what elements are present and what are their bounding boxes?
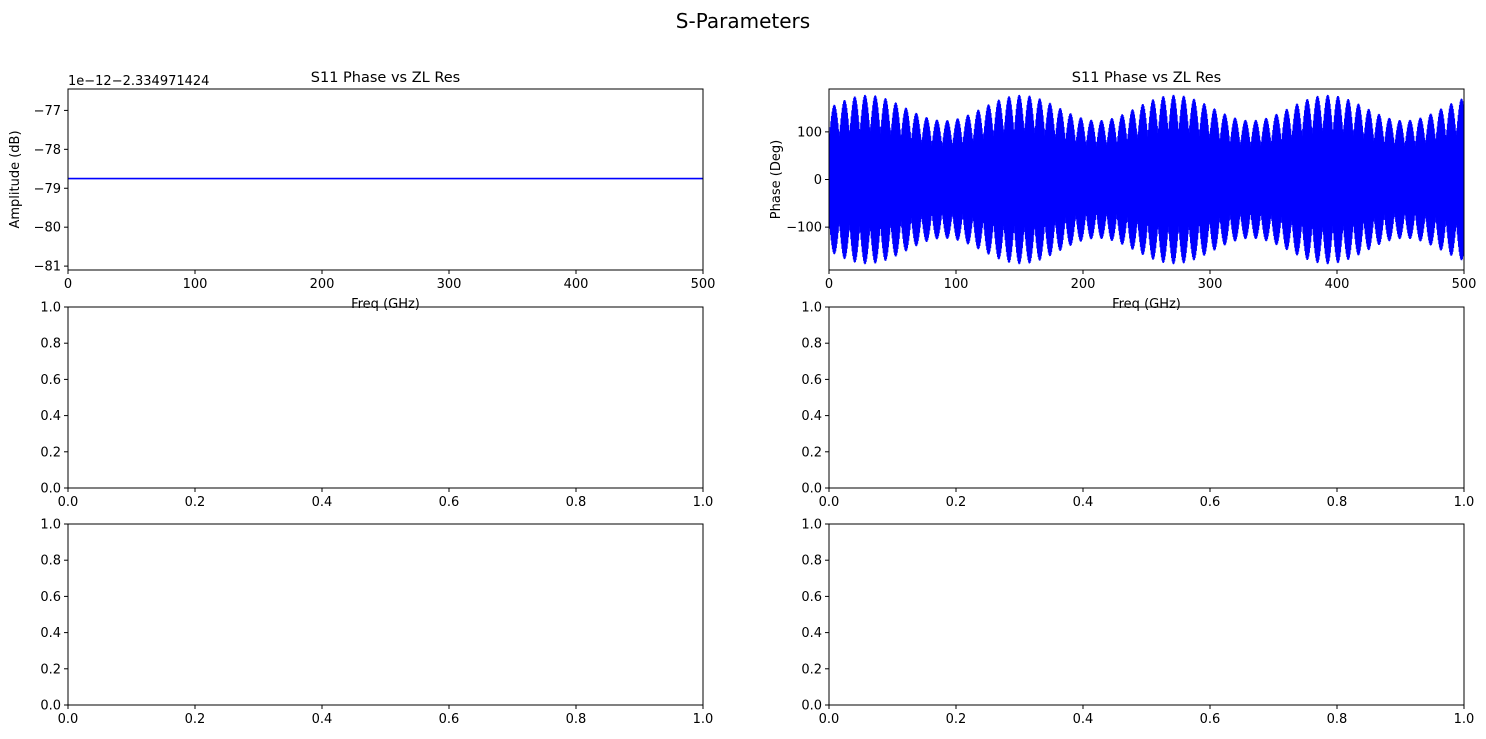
x-tick-label: 0.0 — [58, 495, 79, 510]
y-tick-label: 1.0 — [40, 301, 61, 316]
x-tick-label: 400 — [1325, 277, 1350, 292]
x-tick-label: 500 — [691, 277, 716, 292]
axes-frame — [67, 306, 704, 489]
y-tick-label: 0.0 — [40, 482, 61, 497]
subplot-3: 0.0 0.2 0.4 0.6 0.8 1.0 0.0 0.2 0.4 0.6 0.8 1.0 — [40, 301, 713, 511]
x-tick-label: 200 — [1071, 277, 1096, 292]
x-tick-label: 0.6 — [1200, 495, 1221, 510]
y-tick-label: 0.4 — [40, 409, 61, 424]
x-tick-label: 0.8 — [566, 495, 587, 510]
subplot-5: 0.0 0.2 0.4 0.6 0.8 1.0 0.0 0.2 0.4 0.6 0.8 1.0 — [40, 518, 713, 728]
x-tick-label: 0.6 — [439, 712, 460, 727]
y-tick-label: 0.4 — [801, 409, 822, 424]
y-tick-label: 1.0 — [801, 301, 822, 316]
x-tick-label: 0.2 — [185, 712, 206, 727]
x-tick-label: 0 — [64, 277, 72, 292]
x-tick-label: 1.0 — [693, 712, 714, 727]
x-tick-label: 200 — [310, 277, 335, 292]
axes-frame — [67, 523, 704, 706]
axis-offset-text: 1e−12−2.334971424 — [68, 74, 209, 89]
x-tick-label: 0.2 — [946, 495, 967, 510]
y-tick-label: 0.2 — [40, 445, 61, 460]
subplot-title: S11 Phase vs ZL Res — [311, 70, 460, 86]
y-tick-label: 0.6 — [40, 373, 61, 388]
y-tick-label: 0.0 — [801, 699, 822, 714]
x-tick-label: 0.2 — [946, 712, 967, 727]
y-tick-label: 0.8 — [801, 337, 822, 352]
y-tick-label: −81 — [34, 260, 61, 275]
y-tick-label: −80 — [34, 221, 61, 236]
x-tick-label: 400 — [564, 277, 589, 292]
y-tick-label: 0.2 — [40, 662, 61, 677]
subplot-6: 0.0 0.2 0.4 0.6 0.8 1.0 0.0 0.2 0.4 0.6 0.8 1.0 — [801, 518, 1474, 728]
subplot-1: 0 100 200 300 400 500 −81 −80 −79 −78 −77 S11 Phase… — [8, 70, 715, 312]
x-tick-label: 300 — [437, 277, 462, 292]
y-tick-label: −77 — [34, 104, 61, 119]
y-tick-label: 0.4 — [40, 626, 61, 641]
y-tick-label: 0.0 — [40, 699, 61, 714]
y-tick-label: −100 — [786, 221, 822, 236]
x-tick-label: 0.4 — [312, 495, 333, 510]
x-tick-label: 0.2 — [185, 495, 206, 510]
x-tick-label: 0.8 — [1327, 495, 1348, 510]
x-tick-label: 100 — [944, 277, 969, 292]
y-tick-label: 0.6 — [40, 590, 61, 605]
subplots: 0 100 200 300 400 500 −81 −80 −79 −78 −77 S11 Phase… — [8, 70, 1476, 727]
x-tick-label: 1.0 — [1454, 712, 1475, 727]
x-tick-label: 300 — [1198, 277, 1223, 292]
y-tick-label: 0.2 — [801, 445, 822, 460]
y-tick-label: 0.4 — [801, 626, 822, 641]
plot-area — [829, 94, 1464, 265]
y-tick-label: 0 — [814, 173, 822, 188]
y-axis-label: Phase (Deg) — [769, 140, 784, 219]
y-tick-label: 0.6 — [801, 590, 822, 605]
y-tick-label: 0.0 — [801, 482, 822, 497]
subplot-4: 0.0 0.2 0.4 0.6 0.8 1.0 0.0 0.2 0.4 0.6 0.8 1.0 — [801, 301, 1474, 511]
y-tick-label: 0.6 — [801, 373, 822, 388]
x-tick-label: 0.6 — [1200, 712, 1221, 727]
x-tick-label: 0.4 — [1073, 495, 1094, 510]
x-tick-label: 0.4 — [312, 712, 333, 727]
x-tick-label: 0.8 — [1327, 712, 1348, 727]
x-tick-label: 0.4 — [1073, 712, 1094, 727]
x-tick-label: 1.0 — [1454, 495, 1475, 510]
x-tick-label: 0 — [825, 277, 833, 292]
x-tick-label: 0.0 — [819, 495, 840, 510]
y-tick-label: 0.2 — [801, 662, 822, 677]
subplot-2: 0 100 200 300 400 500 −100 0 100 S11 Phase vs ZL … — [769, 70, 1476, 312]
axes-frame — [67, 88, 704, 271]
x-tick-label: 100 — [183, 277, 208, 292]
series-line-1 — [829, 94, 1464, 265]
y-tick-label: 0.8 — [40, 337, 61, 352]
subplot-title: S11 Phase vs ZL Res — [1072, 70, 1221, 86]
y-tick-label: 0.8 — [801, 554, 822, 569]
x-tick-label: 500 — [1452, 277, 1477, 292]
figure-title: S-Parameters — [676, 9, 810, 33]
y-tick-label: 1.0 — [40, 518, 61, 533]
x-axis-label: Freq (GHz) — [1112, 297, 1181, 312]
x-tick-label: 0.6 — [439, 495, 460, 510]
axes-frame — [828, 523, 1465, 706]
x-tick-label: 0.8 — [566, 712, 587, 727]
y-tick-label: 1.0 — [801, 518, 822, 533]
y-axis-label: Amplitude (dB) — [8, 130, 23, 228]
axes-frame — [828, 306, 1465, 489]
y-tick-label: −78 — [34, 143, 61, 158]
x-axis-label: Freq (GHz) — [351, 297, 420, 312]
y-tick-label: −79 — [34, 182, 61, 197]
y-tick-label: 100 — [797, 125, 822, 140]
x-tick-label: 1.0 — [693, 495, 714, 510]
y-tick-label: 0.8 — [40, 554, 61, 569]
x-tick-label: 0.0 — [819, 712, 840, 727]
x-tick-label: 0.0 — [58, 712, 79, 727]
